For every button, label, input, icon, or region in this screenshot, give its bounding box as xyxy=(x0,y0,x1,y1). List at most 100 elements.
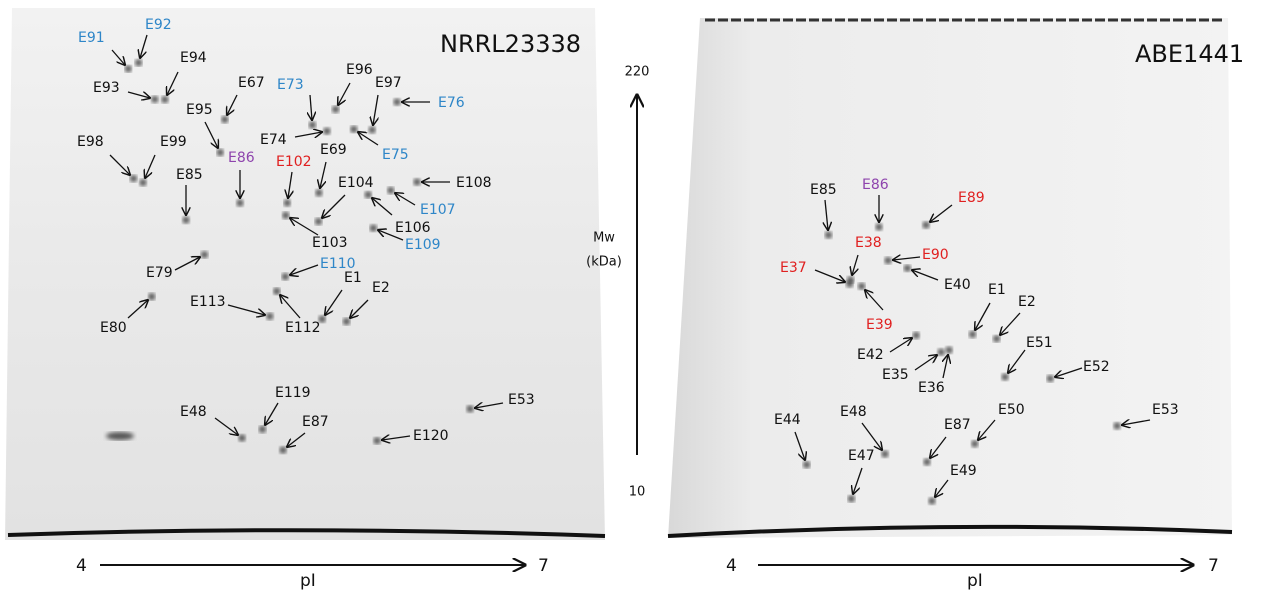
spot-label: E106 xyxy=(395,220,431,236)
axis-start: 4 xyxy=(726,556,737,576)
spot-label: E44 xyxy=(774,412,801,428)
protein-spot xyxy=(350,126,357,133)
spot-label: E93 xyxy=(93,80,120,96)
spot-label: E87 xyxy=(302,414,329,430)
protein-spot xyxy=(971,440,978,447)
protein-spot xyxy=(387,187,394,194)
spot-label: E48 xyxy=(180,404,207,420)
protein-spot xyxy=(928,497,935,504)
gel-smear xyxy=(106,432,134,440)
spot-label: E2 xyxy=(1018,294,1036,310)
axis-label: pI xyxy=(967,571,983,591)
spot-label: E52 xyxy=(1083,359,1110,375)
protein-spot xyxy=(881,451,888,458)
protein-spot xyxy=(938,349,945,356)
protein-spot xyxy=(280,447,287,454)
spot-label: E49 xyxy=(950,463,977,479)
spot-label: E85 xyxy=(176,167,203,183)
spot-label: E53 xyxy=(508,392,535,408)
protein-spot xyxy=(282,212,289,219)
axis-end: 7 xyxy=(1208,556,1219,576)
protein-spot xyxy=(365,191,372,198)
protein-spot xyxy=(885,257,892,264)
protein-spot xyxy=(273,288,280,295)
protein-spot xyxy=(846,280,853,287)
mw-top: 220 xyxy=(625,65,650,80)
spot-label: E112 xyxy=(285,320,321,336)
mw-label: Mw xyxy=(593,231,615,246)
spot-label: E76 xyxy=(438,95,465,111)
spot-label: E94 xyxy=(180,50,207,66)
spot-label: E2 xyxy=(372,280,390,296)
protein-spot xyxy=(923,458,930,465)
spot-label: E113 xyxy=(190,294,226,310)
spot-label: E53 xyxy=(1152,402,1179,418)
protein-spot xyxy=(394,99,401,106)
protein-spot xyxy=(217,149,224,156)
protein-spot xyxy=(876,224,883,231)
protein-spot xyxy=(221,116,228,123)
spot-label: E104 xyxy=(338,175,374,191)
spot-label: E87 xyxy=(944,417,971,433)
protein-spot xyxy=(309,121,316,128)
spot-label: E91 xyxy=(78,30,105,46)
protein-spot xyxy=(284,199,291,206)
protein-spot xyxy=(923,222,930,229)
protein-spot xyxy=(369,126,376,133)
spot-label: E39 xyxy=(866,317,893,333)
protein-spot xyxy=(135,59,142,66)
spot-label: E73 xyxy=(277,77,304,93)
spot-label: E40 xyxy=(944,277,971,293)
gel-title: ABE1441 xyxy=(1135,40,1244,68)
protein-spot xyxy=(825,231,832,238)
spot-label: E97 xyxy=(375,75,402,91)
spot-label: E36 xyxy=(918,380,945,396)
spot-label: E98 xyxy=(77,134,104,150)
protein-spot xyxy=(161,96,168,103)
spot-label: E96 xyxy=(346,62,373,78)
spot-label: E38 xyxy=(855,235,882,251)
spot-label: E50 xyxy=(998,402,1025,418)
spot-label: E75 xyxy=(382,147,409,163)
spot-label: E51 xyxy=(1026,335,1053,351)
protein-spot xyxy=(266,313,273,320)
spot-label: E74 xyxy=(260,132,287,148)
mw-unit: (kDa) xyxy=(586,255,622,270)
spot-label: E37 xyxy=(780,260,807,276)
spot-label: E47 xyxy=(848,448,875,464)
spot-label: E86 xyxy=(862,177,889,193)
spot-label: E99 xyxy=(160,134,187,150)
mw-bottom: 10 xyxy=(629,485,646,500)
spot-label: E108 xyxy=(456,175,492,191)
spot-label: E1 xyxy=(344,270,362,286)
protein-spot xyxy=(151,96,158,103)
protein-spot xyxy=(201,251,208,258)
spot-label: E1 xyxy=(988,282,1006,298)
spot-label: E86 xyxy=(228,150,255,166)
protein-spot xyxy=(237,200,244,207)
protein-spot xyxy=(946,347,953,354)
protein-spot xyxy=(913,332,920,339)
spot-label: E48 xyxy=(840,404,867,420)
spot-label: E85 xyxy=(810,182,837,198)
spot-label: E80 xyxy=(100,320,127,336)
protein-spot xyxy=(1002,374,1009,381)
spot-label: E109 xyxy=(405,237,441,253)
spot-label: E79 xyxy=(146,265,173,281)
protein-spot xyxy=(414,179,421,186)
protein-spot xyxy=(803,461,810,468)
spot-label: E89 xyxy=(958,190,985,206)
protein-spot xyxy=(1114,422,1121,429)
protein-spot xyxy=(848,495,855,502)
spot-label: E107 xyxy=(420,202,456,218)
protein-spot xyxy=(130,175,137,182)
protein-spot xyxy=(140,179,147,186)
protein-spot xyxy=(148,293,155,300)
protein-spot xyxy=(467,405,474,412)
protein-spot xyxy=(1047,375,1054,382)
protein-spot xyxy=(332,106,339,113)
protein-spot xyxy=(239,434,246,441)
protein-spot xyxy=(282,273,289,280)
spot-label: E119 xyxy=(275,385,311,401)
protein-spot xyxy=(323,128,330,135)
